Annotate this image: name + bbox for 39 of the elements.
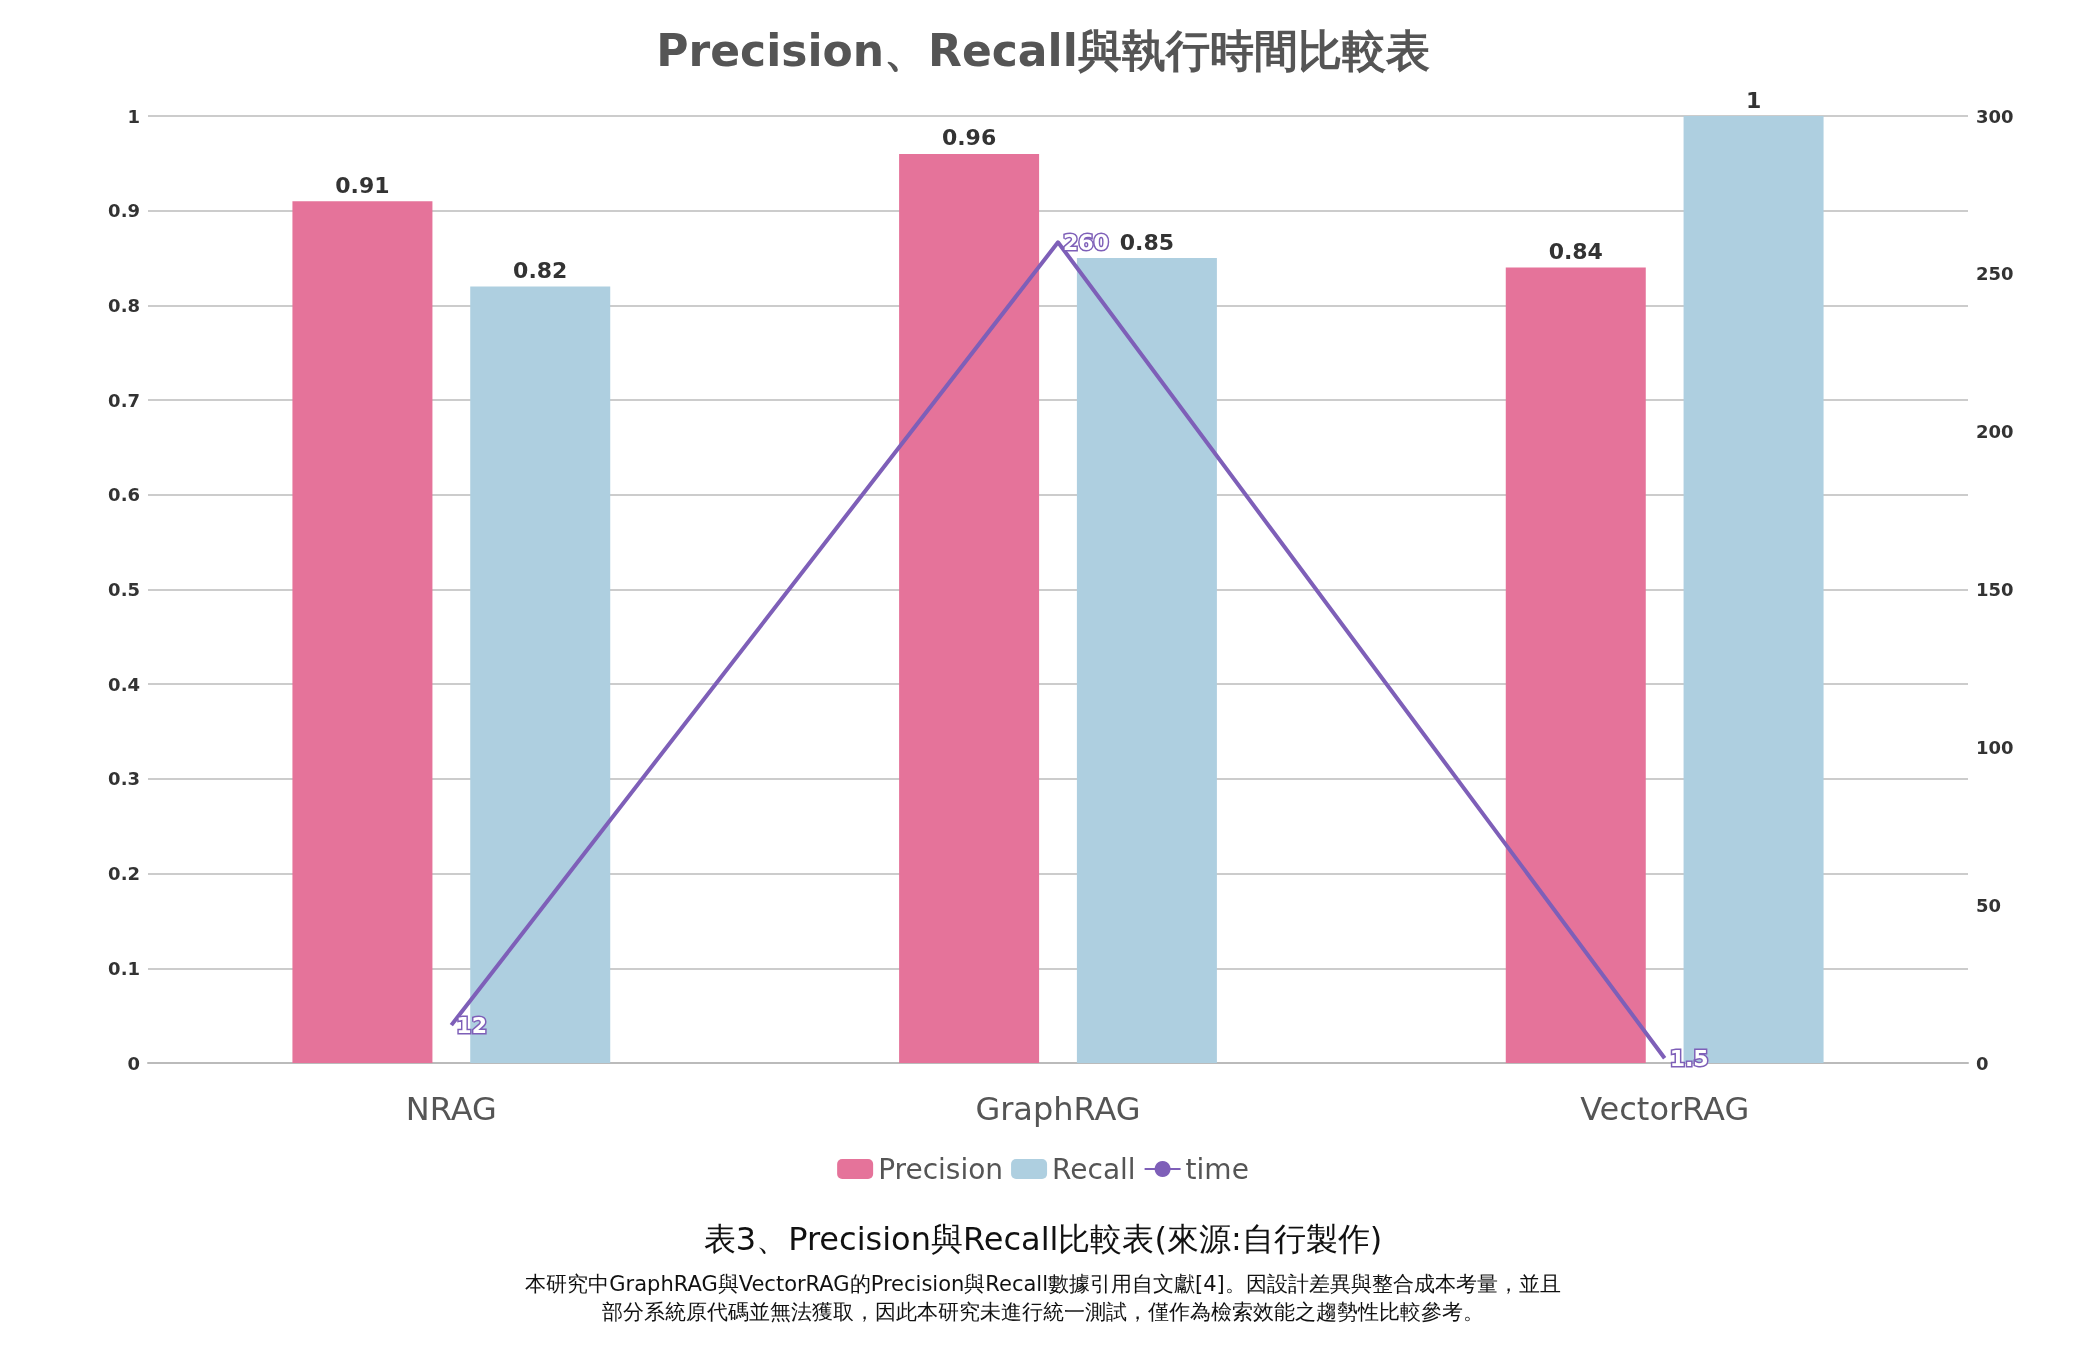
y-tick-label: 0.4 (108, 673, 140, 695)
data-label: 0.91 (335, 172, 390, 198)
y-tick-label: 0.7 (108, 389, 140, 411)
data-label: 0.96 (941, 125, 997, 151)
bar (1076, 258, 1217, 1063)
text: 部分系統原代碼並無法獲取，因此本研究未進行統一測試，僅作為檢索效能之趨勢性比較參考。 (602, 1299, 1484, 1324)
x-tick-label: VectorRAG (1580, 1090, 1750, 1128)
y-tick-label: 0.1 (108, 957, 140, 979)
data-label: 0.82 (513, 257, 568, 283)
legend-label: Recall (1052, 1152, 1136, 1186)
y2-tick-label: 50 (1976, 894, 2002, 916)
y2-tick-label: 250 (1976, 263, 2014, 285)
y2-tick-label: 200 (1976, 421, 2014, 443)
data-label: 0.85 (1119, 229, 1175, 255)
y2-tick-label: 100 (1976, 736, 2014, 758)
y2-tick-label: 300 (1976, 105, 2014, 127)
text: 表3、Precision與Recall比較表(來源:自行製作) (703, 1220, 1383, 1258)
chart-title: Precision、Recall與執行時間比較表 (656, 24, 1430, 76)
bar (1505, 267, 1646, 1063)
y-tick-label: 0.5 (108, 579, 140, 600)
x-tick-label: GraphRAG (975, 1090, 1141, 1128)
y2-tick-label: 150 (1976, 579, 2014, 600)
legend-label: time (1185, 1152, 1249, 1186)
y-tick-label: 1 (127, 105, 140, 127)
y-tick-label: 0.9 (108, 200, 140, 222)
x-tick-label: NRAG (405, 1090, 497, 1128)
bar (292, 201, 433, 1063)
data-label: 0.84 (1548, 239, 1603, 265)
y-tick-label: 0.3 (108, 768, 140, 790)
y-tick-label: 0.2 (108, 863, 140, 885)
data-label: 260 (1063, 229, 1109, 255)
text: 本研究中GraphRAG與VectorRAG的Precision與Recall數據引用自文獻[4]。因設計差異與整合成本考量，並且 (525, 1271, 1561, 1296)
y2-tick-label: 0 (1976, 1052, 1989, 1074)
data-label: 1 (1745, 87, 1762, 113)
y-tick-label: 0 (127, 1052, 140, 1074)
bar (899, 153, 1040, 1063)
y-tick-label: 0.8 (108, 294, 140, 316)
legend-label: Precision (878, 1152, 1004, 1186)
y-tick-label: 0.6 (108, 484, 140, 506)
